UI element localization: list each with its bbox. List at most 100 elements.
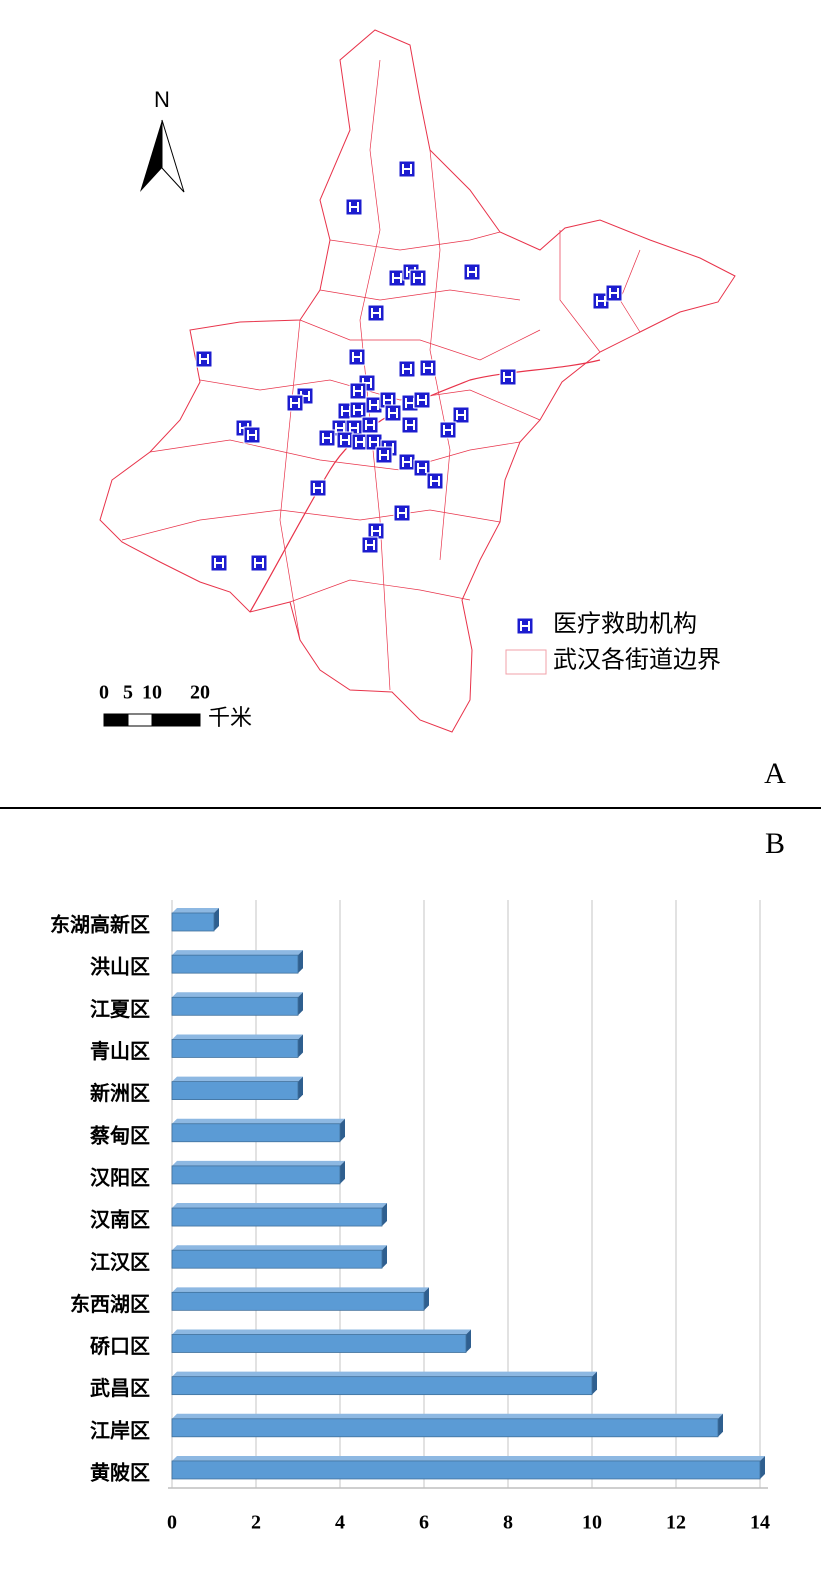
- marker-h: [402, 164, 412, 174]
- marker-h: [214, 558, 224, 568]
- bar-top: [172, 1245, 387, 1251]
- marker-h: [417, 395, 427, 405]
- y-tick-label: 汉阳区: [90, 1166, 150, 1189]
- marker-h: [388, 408, 398, 418]
- bar-top: [172, 1118, 345, 1124]
- north-arrow: [140, 120, 162, 192]
- bar-top: [172, 1076, 303, 1082]
- marker-h: [254, 558, 264, 568]
- y-tick-label: 蔡甸区: [89, 1123, 150, 1147]
- marker-h: [405, 420, 415, 430]
- scale-label: 5: [123, 682, 133, 704]
- bar-side: [718, 1413, 723, 1437]
- bar: [171, 1165, 341, 1185]
- bar-top: [172, 1287, 429, 1293]
- bar-side: [298, 992, 303, 1016]
- bar-top: [172, 992, 303, 998]
- marker-h: [353, 405, 363, 415]
- marker-h: [353, 386, 363, 396]
- bar-top: [172, 1413, 723, 1419]
- city-boundary: [99, 29, 736, 733]
- scale-label: 0: [99, 682, 109, 704]
- bar: [171, 1207, 383, 1227]
- bar-side: [760, 1455, 765, 1479]
- scale-unit: 千米: [208, 705, 252, 730]
- y-tick-label: 洪山区: [90, 956, 150, 979]
- marker-h: [413, 273, 423, 283]
- marker-h: [609, 288, 619, 298]
- bar: [171, 1039, 299, 1058]
- marker-h: [352, 352, 362, 362]
- y-tick-label: 江夏区: [90, 998, 150, 1021]
- marker-h: [365, 420, 375, 430]
- bar-side: [466, 1329, 471, 1353]
- bar-top: [172, 1455, 765, 1461]
- marker-h: [423, 363, 433, 373]
- scale-segment: [103, 713, 129, 727]
- marker-h: [392, 273, 402, 283]
- bar-side: [214, 908, 219, 931]
- north-label: N: [154, 87, 170, 112]
- marker-h: [467, 267, 477, 277]
- legend-label: 医疗救助机构: [553, 611, 697, 638]
- marker-h: [503, 372, 513, 382]
- bar: [171, 912, 215, 932]
- marker-h: [397, 508, 407, 518]
- x-tick-label: 2: [251, 1512, 261, 1534]
- bar: [171, 1376, 593, 1396]
- bar-side: [340, 1118, 345, 1142]
- bar: [171, 1460, 761, 1480]
- marker-h: [383, 395, 393, 405]
- marker-h: [379, 450, 389, 460]
- y-tick-label: 青山区: [90, 1040, 150, 1063]
- marker-h: [430, 476, 440, 486]
- legend-label: 武汉各街道边界: [553, 647, 721, 674]
- y-tick-label: 江岸区: [90, 1418, 150, 1442]
- bar-chart: 0 2 4 6 8 10 12 14 东湖高新区洪山区江夏区青山区新洲区蔡甸区汉阳区汉南区江汉区…: [50, 900, 770, 1534]
- y-tick-label: 新洲区: [90, 1081, 150, 1105]
- x-tick-label: 14: [750, 1512, 770, 1534]
- marker-h: [365, 540, 375, 550]
- marker-h: [443, 425, 453, 435]
- scale-bar: 0 5 10 20: [99, 682, 210, 727]
- marker-h: [417, 463, 427, 473]
- bar-side: [592, 1371, 597, 1395]
- marker-h: [371, 308, 381, 318]
- panel-label: B: [765, 827, 785, 860]
- marker-h: [520, 621, 530, 631]
- x-tick-label: 6: [419, 1512, 429, 1534]
- marker-h: [340, 435, 350, 445]
- bar-top: [172, 908, 219, 913]
- bar: [171, 1418, 719, 1438]
- bar: [171, 1081, 299, 1100]
- legend-marker: [516, 617, 534, 635]
- bar-side: [340, 1160, 345, 1184]
- marker-h: [371, 526, 381, 536]
- marker-h: [369, 400, 379, 410]
- bar-top: [172, 1203, 387, 1209]
- marker-h: [247, 430, 257, 440]
- y-tick-label: 黄陂区: [90, 1461, 150, 1485]
- x-tick-label: 8: [503, 1512, 513, 1534]
- map: N 0 5 10 20 千米 医疗救助机构 武汉各街道边界 A: [99, 29, 786, 790]
- scale-label: 20: [190, 682, 210, 704]
- scale-segment: [127, 713, 153, 727]
- y-tick-label: 东湖高新区: [50, 913, 150, 937]
- bar-side: [298, 1076, 303, 1100]
- x-tick-label: 0: [167, 1512, 177, 1534]
- street-boundaries: [121, 59, 641, 691]
- hospital-markers: [195, 160, 623, 572]
- legend-swatch: [505, 649, 547, 675]
- marker-h: [290, 398, 300, 408]
- marker-h: [596, 296, 606, 306]
- marker-h: [355, 437, 365, 447]
- marker-h: [313, 483, 323, 493]
- bar-side: [298, 1034, 303, 1058]
- y-tick-label: 江汉区: [90, 1251, 150, 1274]
- bar-top: [172, 1329, 471, 1335]
- bar-top: [172, 950, 303, 956]
- bar: [171, 996, 299, 1016]
- scale-segment: [151, 713, 201, 727]
- bar-side: [424, 1287, 429, 1311]
